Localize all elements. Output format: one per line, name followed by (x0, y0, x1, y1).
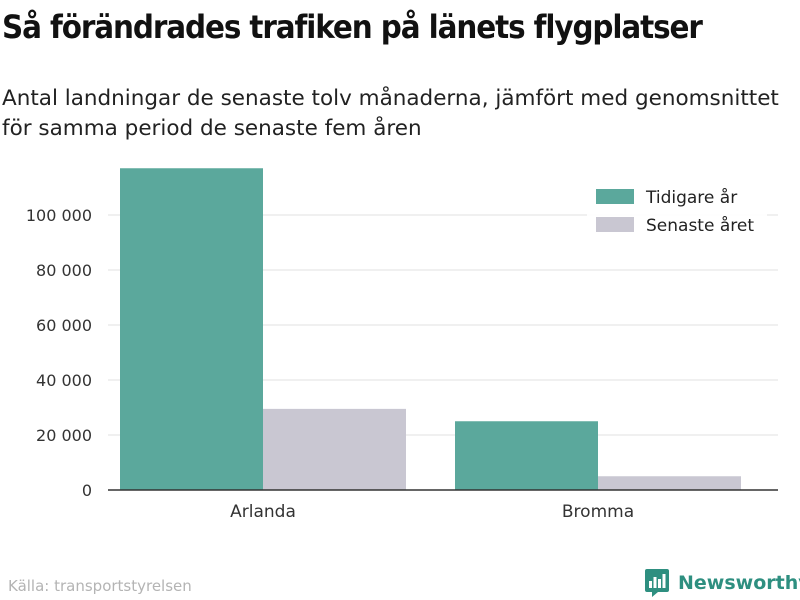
chart-subtitle: Antal landningar de senaste tolv månader… (2, 86, 779, 141)
legend: Tidigare år Senaste året (587, 180, 767, 240)
brand-name: Newsworthy (678, 572, 800, 594)
x-category-label: Arlanda (230, 502, 296, 522)
x-category-label: Bromma (562, 502, 634, 522)
legend-label: Senaste året (646, 215, 754, 236)
brand-logo[interactable]: Newsworthy (644, 568, 800, 598)
newsworthy-logo-icon (645, 569, 669, 597)
x-axis-categories: Arlanda Bromma (230, 502, 634, 522)
y-tick-label: 20 000 (36, 426, 92, 445)
y-tick-label: 60 000 (36, 316, 92, 335)
bar-bromma-tidigare-ar (455, 421, 598, 490)
bars (120, 168, 741, 490)
bar-bromma-senaste-aret (598, 476, 741, 490)
legend-swatch (596, 217, 634, 232)
y-tick-label: 80 000 (36, 261, 92, 280)
legend-swatch (596, 189, 634, 204)
y-tick-label: 0 (82, 481, 92, 500)
bar-arlanda-tidigare-ar (120, 168, 263, 490)
y-axis-ticks: 0 20 000 40 000 60 000 80 000 100 000 (26, 206, 92, 500)
legend-label: Tidigare år (645, 187, 737, 208)
y-tick-label: 40 000 (36, 371, 92, 390)
bar-arlanda-senaste-aret (263, 408, 406, 490)
source-note: Källa: transportstyrelsen (8, 577, 192, 595)
chart-title: Så förändrades trafiken på länets flygpl… (2, 8, 703, 46)
y-tick-label: 100 000 (26, 206, 92, 225)
